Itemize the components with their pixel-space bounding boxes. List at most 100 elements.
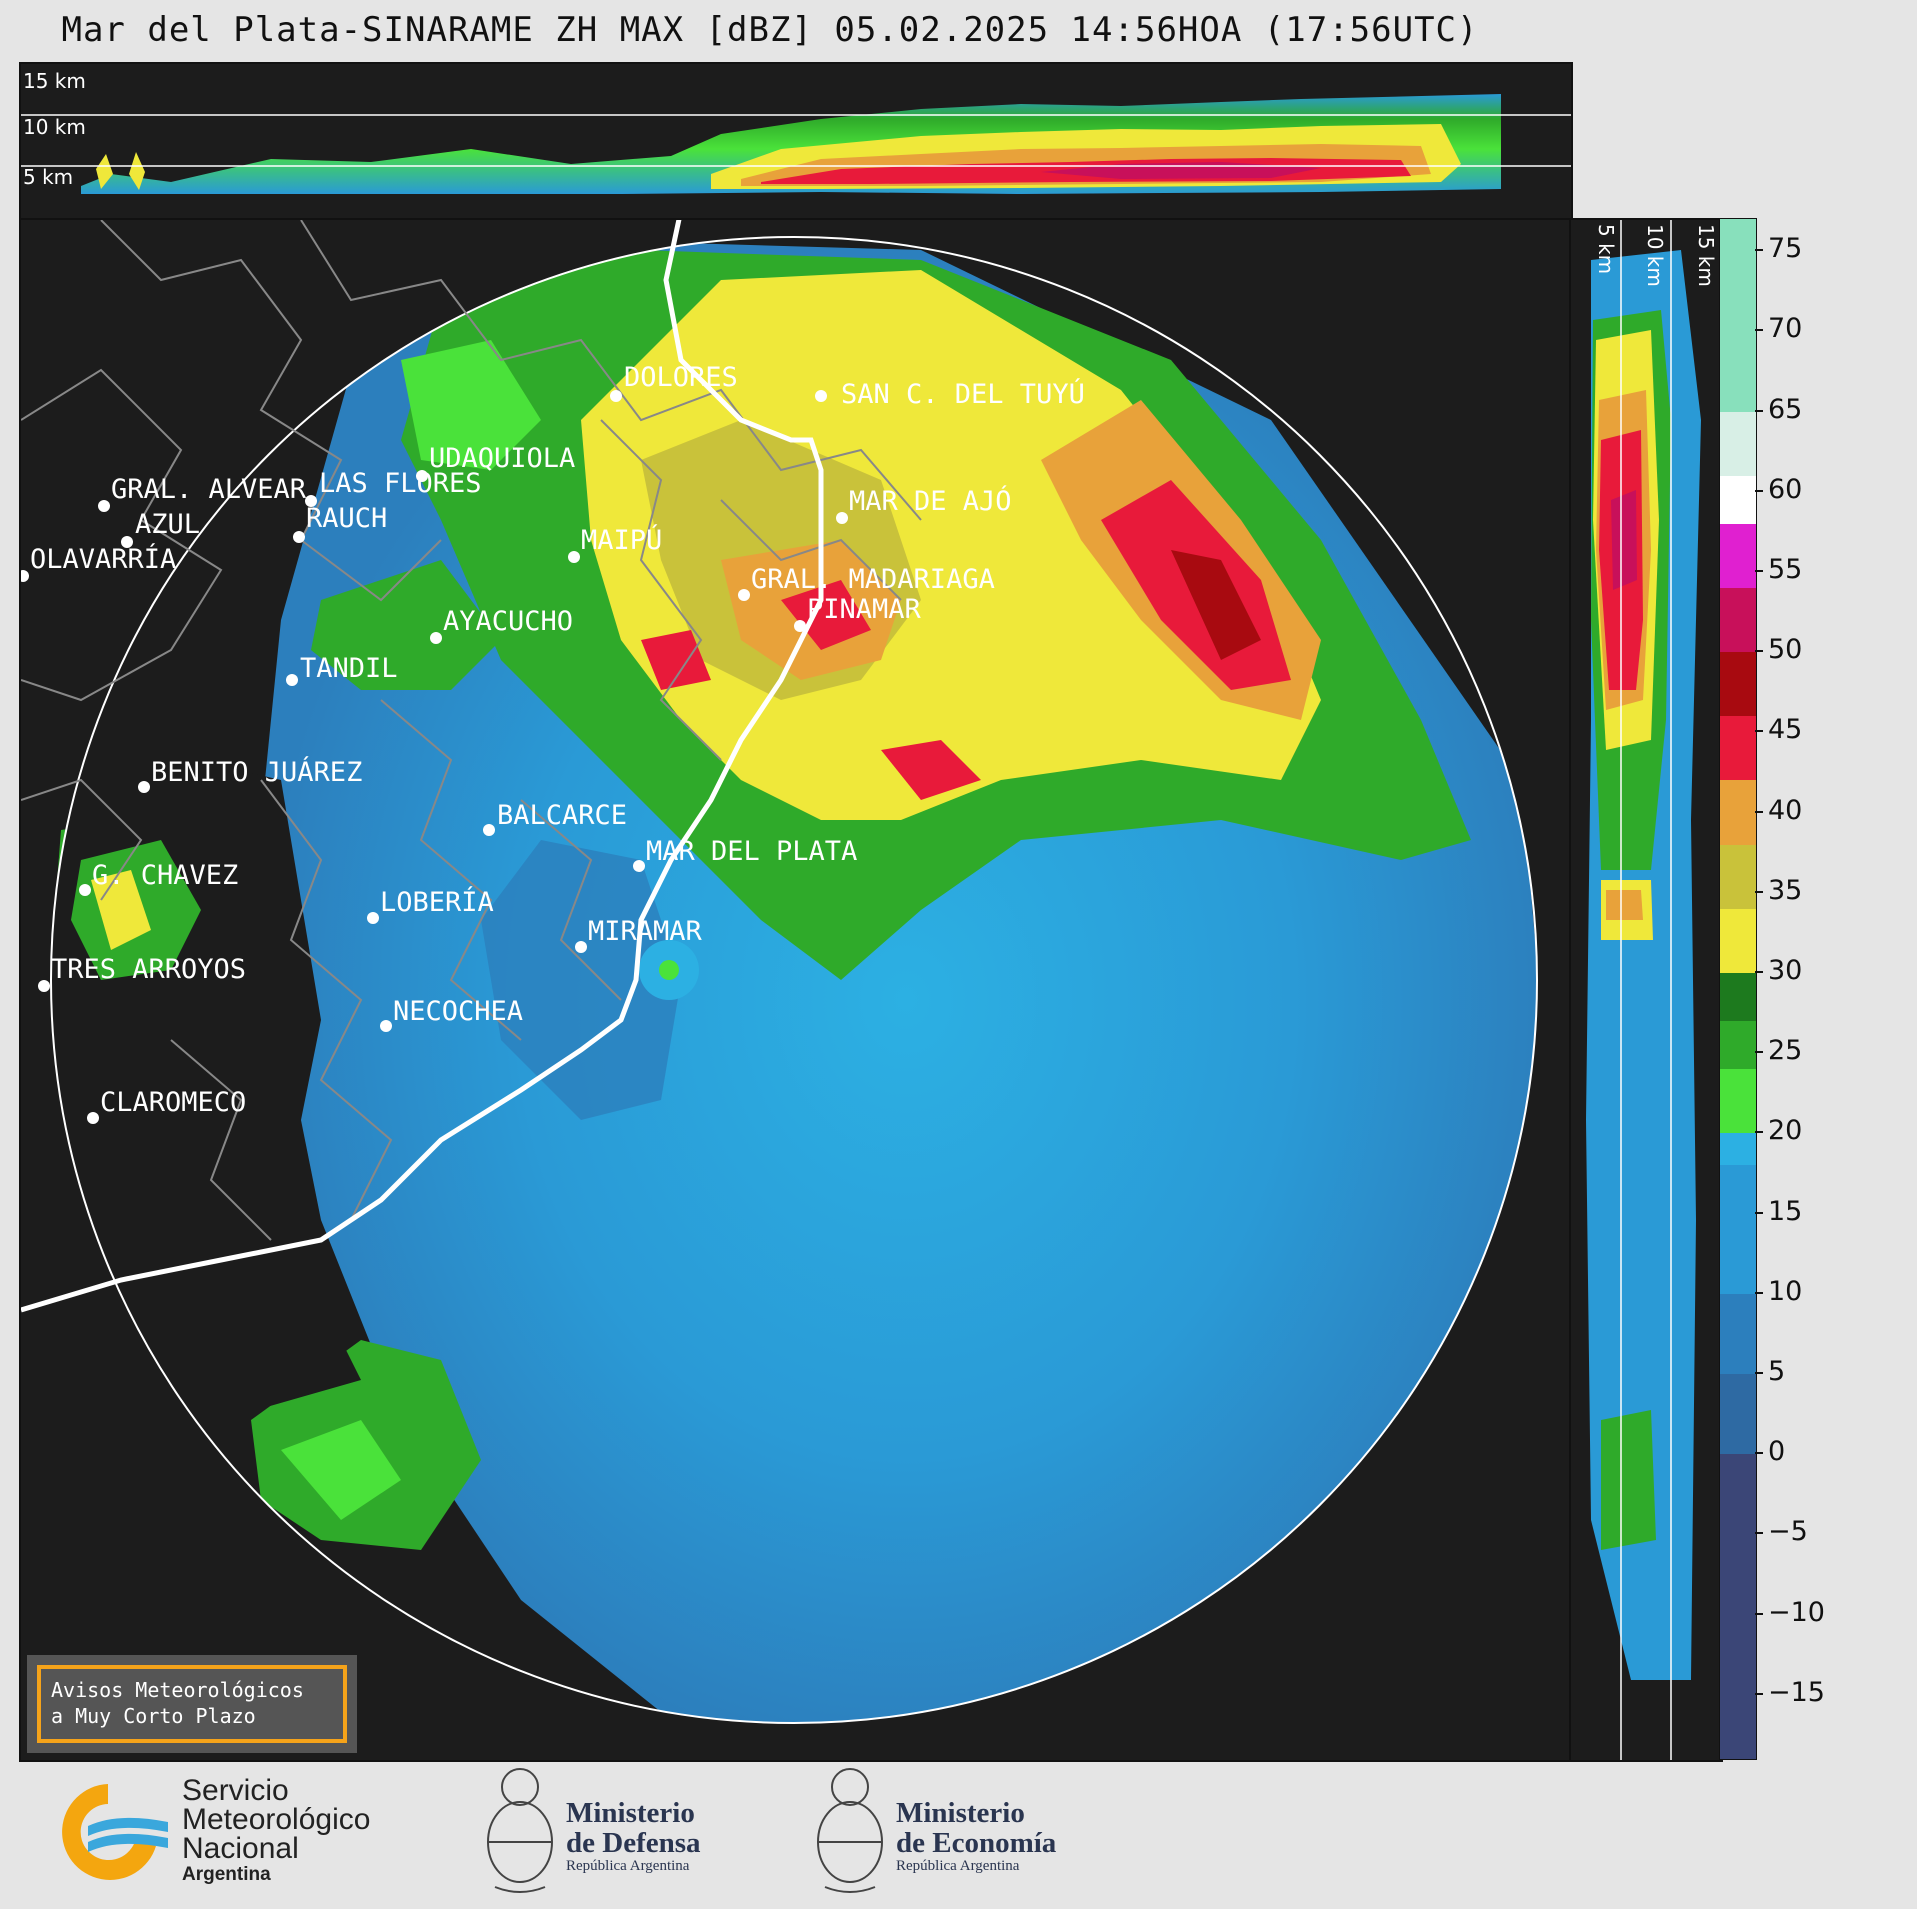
colorbar-tick-label: 5 xyxy=(1768,1356,1786,1387)
smn-logo-icon xyxy=(62,1784,168,1880)
short-term-warnings-box[interactable]: Avisos Meteorológicos a Muy Corto Plazo xyxy=(27,1655,357,1753)
dbz-colorbar xyxy=(1719,218,1757,1760)
city-label-san-c-del-tuyu: SAN C. DEL TUYÚ xyxy=(841,378,1085,410)
colorbar-segment xyxy=(1720,1069,1756,1134)
colorbar-segment xyxy=(1720,523,1756,588)
colorbar-tick xyxy=(1755,1452,1763,1455)
colorbar-tick xyxy=(1755,249,1763,252)
city-label-balcarce: BALCARCE xyxy=(497,800,627,831)
city-label-mar-de-ajo: MAR DE AJÓ xyxy=(849,485,1012,517)
colorbar-segment xyxy=(1720,844,1756,909)
radar-map-panel[interactable]: GRAL. ALVEAR LAS FLORES DOLORES SAN C. D… xyxy=(19,218,1573,1762)
city-label-g-chavez: G. CHAVEZ xyxy=(92,860,238,891)
range-ring xyxy=(50,236,1538,1724)
city-dot-mar-de-ajo[interactable] xyxy=(836,512,848,524)
city-label-tres-arroyos: TRES ARROYOS xyxy=(51,954,246,985)
smn-line-2: Meteorológico xyxy=(182,1803,371,1836)
city-dot-tandil[interactable] xyxy=(286,674,298,686)
city-dot-dolores[interactable] xyxy=(610,390,622,402)
city-dot-rauch[interactable] xyxy=(293,531,305,543)
colorbar-tick xyxy=(1755,650,1763,653)
radar-coverage xyxy=(51,237,1537,1723)
defensa-line-2: de Defensa xyxy=(566,1827,701,1859)
colorbar-tick-label: 55 xyxy=(1768,553,1803,585)
smn-line-3: Nacional xyxy=(182,1832,299,1865)
economia-line-3: República Argentina xyxy=(896,1858,1020,1874)
colorbar-segment xyxy=(1720,475,1756,524)
city-dot-azul[interactable] xyxy=(121,536,133,548)
city-label-dolores: DOLORES xyxy=(624,362,738,393)
city-dot-las-flores[interactable] xyxy=(305,495,317,507)
colorbar-segment xyxy=(1720,587,1756,653)
city-label-miramar: MIRAMAR xyxy=(588,916,703,947)
city-label-tandil: TANDIL xyxy=(300,653,398,684)
city-dot-benito-juarez[interactable] xyxy=(138,781,150,793)
city-dot-balcarce[interactable] xyxy=(483,824,495,836)
city-dot-loberia[interactable] xyxy=(367,912,379,924)
colorbar-tick-label: 35 xyxy=(1768,874,1803,906)
colorbar-segment xyxy=(1720,908,1756,973)
colorbar-segment xyxy=(1720,780,1756,845)
city-dot-mar-del-plata[interactable] xyxy=(633,860,645,872)
side-height-label-15km: 15 km xyxy=(1694,224,1718,287)
top-height-profile-image: 15 km 10 km 5 km xyxy=(21,69,1571,194)
side-height-label-5km: 5 km xyxy=(1594,224,1618,274)
city-label-gral-madariaga: GRAL. MADARIAGA xyxy=(751,564,995,595)
colorbar-tick-label: −15 xyxy=(1768,1676,1825,1708)
colorbar-segment xyxy=(1720,972,1756,1022)
colorbar-tick-label: 40 xyxy=(1768,794,1803,826)
colorbar-tick-label: 20 xyxy=(1768,1115,1803,1147)
colorbar-segment xyxy=(1720,411,1756,476)
colorbar-tick-label: 10 xyxy=(1768,1275,1803,1307)
city-label-rauch: RAUCH xyxy=(306,503,387,534)
colorbar-tick xyxy=(1755,1131,1763,1134)
city-dot-pinamar[interactable] xyxy=(794,620,806,632)
city-dot-miramar[interactable] xyxy=(575,941,587,953)
height-label-5km: 5 km xyxy=(23,165,73,189)
city-dot-san-c-del-tuyu[interactable] xyxy=(815,390,827,402)
side-height-profile-image: 5 km 10 km 15 km xyxy=(1586,220,1718,1760)
city-dot-necochea[interactable] xyxy=(380,1020,392,1032)
defensa-line-3: República Argentina xyxy=(566,1858,690,1874)
colorbar-tick xyxy=(1755,409,1763,412)
city-dot-g-chavez[interactable] xyxy=(79,884,91,896)
city-label-mar-del-plata: MAR DEL PLATA xyxy=(646,836,857,867)
colorbar-tick xyxy=(1755,489,1763,492)
colorbar-tick-label: 25 xyxy=(1768,1035,1803,1067)
colorbar-segment xyxy=(1720,716,1756,781)
city-dot-gral-madariaga[interactable] xyxy=(738,589,750,601)
top-height-profile-panel: 15 km 10 km 5 km xyxy=(19,62,1573,220)
colorbar-tick xyxy=(1755,1372,1763,1374)
colorbar-tick-label: 60 xyxy=(1768,473,1803,505)
city-label-udaquiola: UDAQUIOLA xyxy=(429,443,575,474)
chart-title: Mar del Plata-SINARAME ZH MAX [dBZ] 05.0… xyxy=(61,10,1479,50)
height-label-15km: 15 km xyxy=(23,69,86,93)
smn-text: Servicio Meteorológico Nacional Argentin… xyxy=(182,1776,370,1887)
colorbar-tick xyxy=(1755,810,1763,813)
colorbar-tick xyxy=(1755,1532,1763,1535)
warnings-line-2: a Muy Corto Plazo xyxy=(51,1704,256,1728)
colorbar-tick-label: 75 xyxy=(1768,233,1803,265)
city-dot-udaquiola[interactable] xyxy=(416,470,428,482)
economia-line-1: Ministerio xyxy=(896,1797,1025,1829)
city-dot-gral-alvear[interactable] xyxy=(98,500,110,512)
colorbar-segment xyxy=(1720,1165,1756,1294)
city-dot-claromeco[interactable] xyxy=(87,1112,99,1124)
city-dot-maipu[interactable] xyxy=(568,551,580,563)
city-label-las-flores: LAS FLORES xyxy=(319,468,482,499)
district-boundaries xyxy=(21,220,922,1241)
city-label-maipu: MAIPÚ xyxy=(581,524,662,556)
colorbar-tick xyxy=(1755,890,1763,893)
city-dot-ayacucho[interactable] xyxy=(430,632,442,644)
coastline xyxy=(21,220,824,1313)
radar-map-image: GRAL. ALVEAR LAS FLORES DOLORES SAN C. D… xyxy=(21,220,1538,1724)
colorbar-segment xyxy=(1720,1374,1756,1455)
colorbar-tick xyxy=(1755,1692,1763,1695)
colorbar-tick-label: 45 xyxy=(1768,714,1803,746)
colorbar-segment xyxy=(1720,1293,1756,1374)
colorbar-tick-label: −10 xyxy=(1768,1596,1825,1628)
city-dot-tres-arroyos[interactable] xyxy=(38,980,50,992)
colorbar-tick xyxy=(1755,970,1763,973)
city-dot-olavarria[interactable] xyxy=(21,570,29,582)
coat-of-arms-icon xyxy=(487,1768,553,1893)
